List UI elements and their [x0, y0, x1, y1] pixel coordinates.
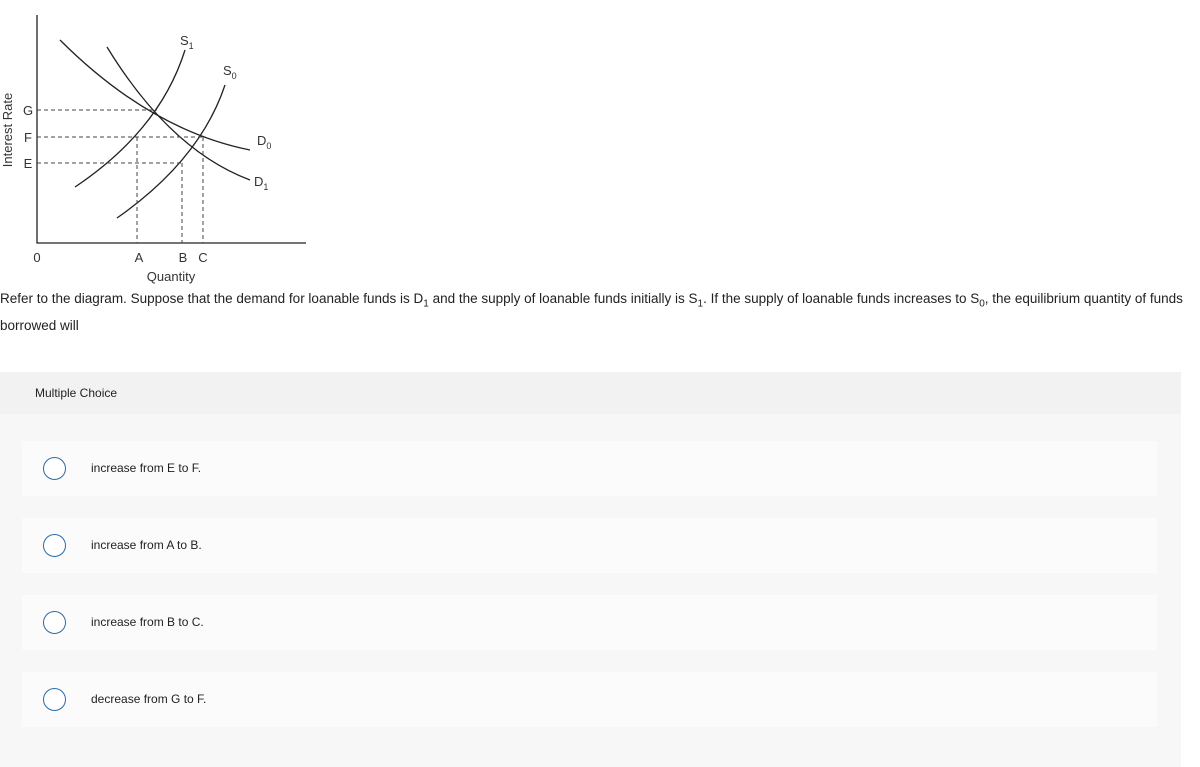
curve-label: D0	[257, 133, 271, 151]
radio[interactable]	[43, 688, 66, 711]
radio[interactable]	[43, 457, 66, 480]
y-axis-label: Interest Rate	[0, 93, 15, 167]
curve-label: S0	[223, 63, 237, 81]
x-level: B	[179, 250, 188, 265]
diagram: Interest Rate G F E 0 A B C Quantity S1 …	[0, 15, 306, 284]
option-text: increase from E to F.	[91, 461, 202, 475]
radio[interactable]	[43, 611, 66, 634]
option-text: increase from B to C.	[91, 615, 204, 629]
option-text: decrease from G to F.	[91, 692, 207, 706]
options-area: increase from E to F. increase from A to…	[0, 414, 1181, 767]
x-level: C	[198, 250, 207, 265]
question: Refer to the diagram. Suppose that the d…	[0, 291, 1183, 333]
option[interactable]: increase from E to F.	[22, 441, 1157, 496]
y-level: E	[24, 156, 33, 171]
curve-label: D1	[254, 174, 268, 192]
radio[interactable]	[43, 534, 66, 557]
supply-curve	[74, 49, 186, 188]
section-title: Multiple Choice	[35, 386, 118, 400]
x-axis-label: Quantity	[147, 269, 196, 284]
supply-curve	[116, 84, 226, 219]
demand-curve	[59, 39, 251, 151]
curve-label: S1	[180, 33, 194, 51]
demand-curve	[106, 46, 251, 181]
guide-lines	[37, 109, 204, 243]
y-level: F	[24, 130, 32, 145]
option[interactable]: increase from B to C.	[22, 595, 1157, 650]
option-text: increase from A to B.	[91, 538, 202, 552]
section-header: Multiple Choice	[0, 372, 1181, 414]
option[interactable]: increase from A to B.	[22, 518, 1157, 573]
y-level: G	[23, 103, 33, 118]
axes	[36, 15, 306, 244]
origin: 0	[33, 250, 40, 265]
option[interactable]: decrease from G to F.	[22, 672, 1157, 727]
x-level: A	[135, 250, 144, 265]
